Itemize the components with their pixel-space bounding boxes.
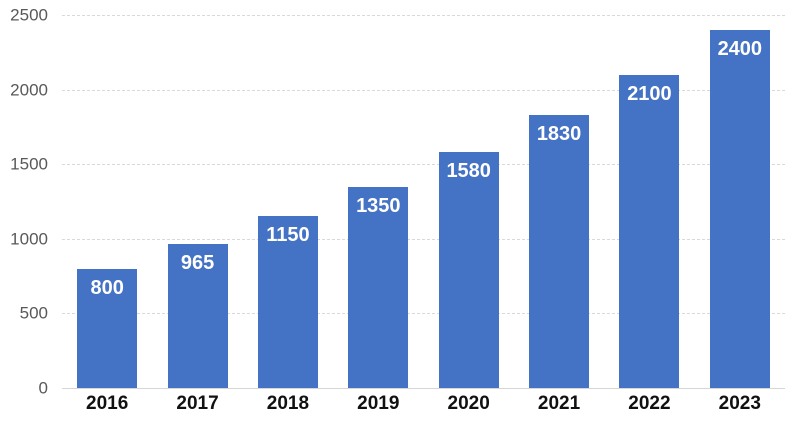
- bar-2017[interactable]: 965: [167, 244, 228, 388]
- bar-2022[interactable]: 2100: [619, 74, 680, 388]
- plot-area: 800 965 1150 1350 1580 1830 2100 2400: [62, 15, 785, 389]
- gridline-500: [62, 313, 785, 315]
- bar-2019[interactable]: 1350: [348, 186, 409, 388]
- bar-value-label-2022: 2100: [627, 82, 672, 105]
- bar-slot-2019: 1350: [333, 15, 423, 388]
- bar-2020[interactable]: 1580: [438, 152, 499, 388]
- x-axis-baseline: [62, 388, 785, 389]
- y-tick-label-1000: 1000: [10, 229, 48, 249]
- bar-slot-2016: 800: [62, 15, 152, 388]
- bar-slot-2020: 1580: [424, 15, 514, 388]
- bar-2016[interactable]: 800: [77, 268, 138, 388]
- bar-2018[interactable]: 1150: [257, 216, 318, 388]
- bar-slot-2023: 2400: [695, 15, 785, 388]
- bar-slot-2017: 965: [152, 15, 242, 388]
- y-tick-label-1500: 1500: [10, 154, 48, 174]
- gridline-2000: [62, 89, 785, 91]
- bar-slot-2022: 2100: [604, 15, 694, 388]
- bar-2021[interactable]: 1830: [529, 114, 590, 388]
- bar-value-label-2016: 800: [90, 276, 124, 299]
- x-tick-label-2016: 2016: [86, 393, 129, 414]
- bars-row: 800 965 1150 1350 1580 1830 2100 2400: [62, 15, 785, 388]
- x-axis: 2016 2017 2018 2019 2020 2021 2022 2023: [62, 393, 785, 415]
- x-tick-label-2018: 2018: [266, 393, 310, 414]
- y-tick-label-500: 500: [19, 303, 48, 323]
- bar-value-label-2018: 1150: [266, 224, 310, 247]
- y-tick-label-2000: 2000: [10, 80, 48, 100]
- bar-value-label-2023: 2400: [717, 37, 763, 60]
- x-tick-label-2022: 2022: [628, 393, 671, 414]
- x-tick-label-2017: 2017: [176, 393, 219, 414]
- bar-slot-2018: 1150: [243, 15, 333, 388]
- x-tick-label-2020: 2020: [447, 393, 490, 414]
- x-tick-label-2021: 2021: [537, 393, 581, 414]
- gridline-1500: [62, 164, 785, 166]
- bar-value-label-2020: 1580: [446, 160, 491, 183]
- y-tick-label-0: 0: [38, 378, 48, 398]
- gridline-2500: [62, 15, 785, 16]
- y-tick-label-2500: 2500: [10, 5, 48, 25]
- bar-2023[interactable]: 2400: [709, 29, 770, 388]
- bar-value-label-2019: 1350: [356, 194, 401, 217]
- gridline-1000: [62, 238, 785, 240]
- x-tick-label-2019: 2019: [357, 393, 400, 414]
- bar-value-label-2021: 1830: [536, 122, 582, 145]
- bar-slot-2021: 1830: [514, 15, 604, 388]
- bar-value-label-2017: 965: [180, 252, 215, 275]
- x-tick-label-2023: 2023: [718, 393, 761, 414]
